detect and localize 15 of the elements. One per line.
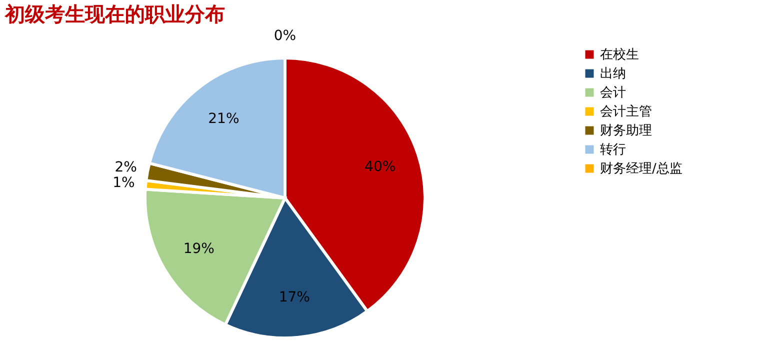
legend-label: 财务经理/总监 xyxy=(600,162,682,176)
legend-label: 出纳 xyxy=(600,66,626,82)
data-label: 21% xyxy=(208,110,240,127)
legend-label: 在校生 xyxy=(600,48,639,62)
data-label: 19% xyxy=(183,240,214,257)
text: 0% xyxy=(274,28,296,44)
legend-label: 财务助理 xyxy=(600,124,652,138)
legend-label: 会计 xyxy=(600,86,626,100)
data-label: 17% xyxy=(278,290,310,306)
data-label: 40% xyxy=(364,159,396,176)
legend-label: 转行 xyxy=(600,142,626,158)
chart-title: 初级考生现在的职业分布 xyxy=(4,2,225,26)
data-label: 2% xyxy=(114,160,137,176)
data-label: 1% xyxy=(112,174,135,191)
legend-label: 会计主管 xyxy=(600,104,652,120)
